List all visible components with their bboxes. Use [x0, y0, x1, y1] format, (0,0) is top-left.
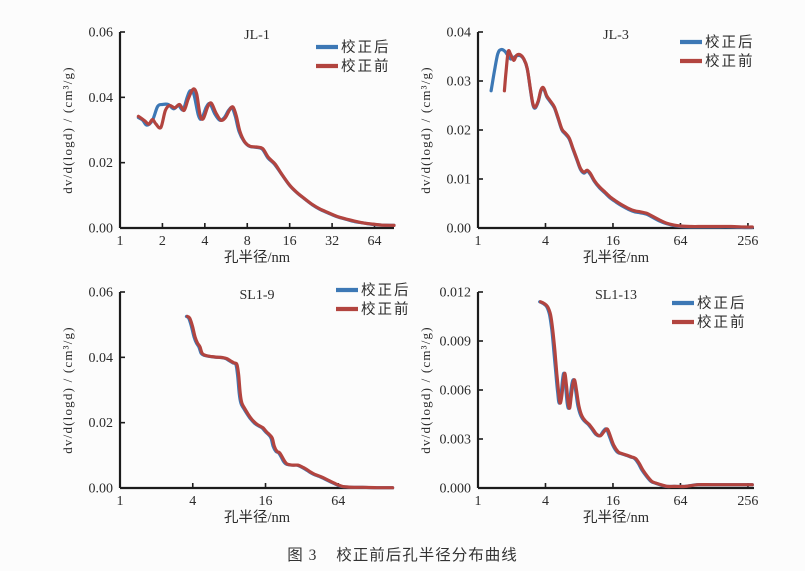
chart-title: SL1-9 [240, 288, 275, 303]
x-tick-label: 64 [331, 494, 345, 509]
y-tick-label: 0.00 [447, 222, 472, 237]
x-tick-label: 16 [606, 234, 620, 249]
curve-after [489, 47, 754, 230]
y-tick-label: 0.04 [447, 26, 472, 41]
legend-label-before: 校正前 [697, 314, 747, 331]
chart-title: JL-1 [244, 28, 270, 43]
y-tick-label: 0.003 [440, 433, 472, 448]
x-tick-label: 4 [201, 234, 208, 249]
curve-before [502, 48, 754, 229]
curve-before [539, 300, 754, 489]
legend-label-before: 校正前 [361, 301, 411, 318]
x-tick-label: 256 [737, 494, 758, 509]
y-tick-label: 0.06 [89, 286, 114, 301]
figure-caption: 图 3 校正前后孔半径分布曲线 [0, 543, 805, 565]
legend-label-before: 校正前 [341, 58, 391, 75]
x-tick-label: 32 [325, 234, 339, 249]
y-tick-label: 0.03 [447, 75, 472, 90]
legend-label-after: 校正后 [697, 295, 747, 312]
x-tick-label: 1 [117, 234, 124, 249]
figure-caption-label: 图 3 [287, 547, 318, 564]
y-tick-label: 0.02 [89, 416, 114, 431]
y-tick-label: 0.000 [440, 482, 472, 497]
y-axis-title: dv/d(logd) / (cm³/g) [418, 66, 433, 194]
x-tick-label: 64 [673, 494, 687, 509]
x-tick-label: 4 [542, 494, 549, 509]
x-axis-title: 孔半径/nm [224, 249, 291, 266]
y-axis-title: dv/d(logd) / (cm³/g) [60, 326, 75, 454]
x-tick-label: 16 [283, 234, 297, 249]
legend-label-after: 校正后 [705, 34, 755, 51]
x-tick-label: 16 [259, 494, 273, 509]
x-tick-label: 2 [159, 234, 166, 249]
legend-label-before: 校正前 [705, 53, 755, 70]
x-tick-label: 4 [542, 234, 549, 249]
y-tick-label: 0.04 [89, 91, 114, 106]
y-tick-label: 0.02 [447, 124, 472, 139]
y-axis-title: dv/d(logd) / (cm³/g) [418, 326, 433, 454]
curve-before [136, 87, 396, 227]
y-tick-label: 0.006 [440, 384, 472, 399]
curve-before [185, 314, 395, 490]
legend-label-after: 校正后 [361, 282, 411, 299]
x-tick-label: 64 [368, 234, 382, 249]
x-tick-label: 1 [475, 234, 482, 249]
y-tick-label: 0.00 [89, 482, 114, 497]
legend-label-after: 校正后 [341, 39, 391, 56]
y-tick-label: 0.00 [89, 222, 114, 237]
x-axis-title: 孔半径/nm [583, 509, 650, 526]
x-axis-title: 孔半径/nm [583, 249, 650, 266]
chart-title: SL1-13 [595, 288, 637, 303]
x-axis-title: 孔半径/nm [224, 509, 291, 526]
x-tick-label: 64 [673, 234, 687, 249]
y-tick-label: 0.04 [89, 351, 114, 366]
curve-after [136, 89, 396, 227]
x-tick-label: 8 [244, 234, 251, 249]
x-tick-label: 1 [117, 494, 124, 509]
y-tick-label: 0.06 [89, 26, 114, 41]
chart-title: JL-3 [603, 28, 629, 43]
chart-sl1-9: 0.00 0.02 0.04 0.06 1 4 16 64 孔半径/nm dv/d(logd) /… [60, 282, 409, 526]
figure-caption-text: 校正前后孔半径分布曲线 [336, 547, 518, 564]
x-tick-label: 16 [606, 494, 620, 509]
chart-grid: 0.00 0.02 0.04 0.06 1 2 4 8 16 32 64 孔半径/nm dv/d(log… [60, 26, 758, 527]
chart-jl-3: 0.00 0.01 0.02 0.03 0.04 1 4 16 64 256 孔半径/nm dv/d(… [418, 26, 758, 267]
y-tick-label: 0.01 [447, 173, 472, 188]
x-tick-label: 256 [737, 234, 758, 249]
curve-after [184, 314, 395, 490]
x-tick-label: 1 [475, 494, 482, 509]
chart-jl-1: 0.00 0.02 0.04 0.06 1 2 4 8 16 32 64 孔半径/nm dv/d(log… [60, 26, 396, 266]
y-tick-label: 0.02 [89, 156, 114, 171]
y-tick-label: 0.009 [440, 335, 472, 350]
chart-sl1-13: 0.000 0.003 0.006 0.009 0.012 1 4 16 64 256 孔半径/nm… [418, 286, 758, 527]
x-tick-label: 4 [189, 494, 196, 509]
y-axis-title: dv/d(logd) / (cm³/g) [60, 66, 75, 194]
y-tick-label: 0.012 [440, 286, 472, 301]
